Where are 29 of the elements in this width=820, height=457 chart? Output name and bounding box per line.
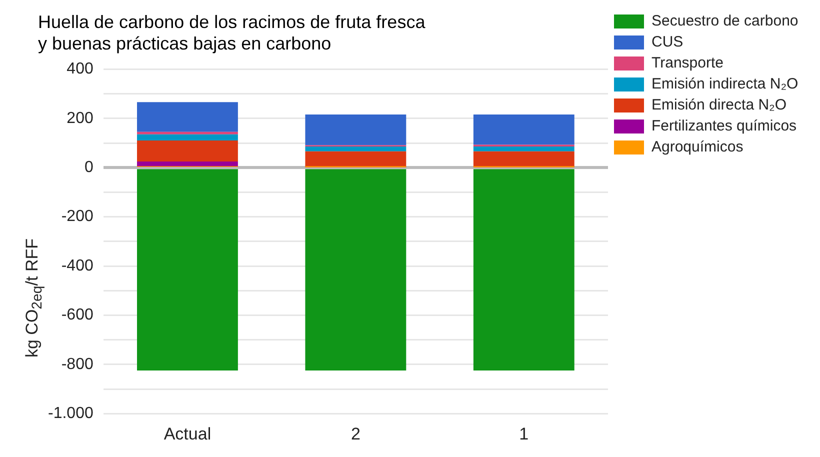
y-tick-label: -800 xyxy=(61,356,94,373)
bar xyxy=(473,151,574,167)
y-tick-label: 200 xyxy=(66,110,94,127)
x-tick-label: 1 xyxy=(519,424,529,444)
bar xyxy=(473,114,574,145)
y-tick-label: -400 xyxy=(61,257,94,274)
y-tick-label: 0 xyxy=(84,159,94,176)
bar xyxy=(473,146,574,152)
bar xyxy=(137,134,238,141)
x-tick-label: Actual xyxy=(164,424,212,444)
y-tick-label: -1.000 xyxy=(48,405,94,422)
chart-title: Huella de carbono de los racimos de fruta fresca y buenas prácticas bajas en carbono xyxy=(38,12,426,54)
legend-label: CUS xyxy=(652,34,684,51)
legend-label: Fertilizantes químicos xyxy=(652,118,797,135)
bar xyxy=(137,132,238,134)
y-tick-label: -600 xyxy=(61,306,94,324)
legend-label: Transporte xyxy=(652,54,724,72)
legend-label: Emisión directa N₂O xyxy=(652,96,787,114)
bar xyxy=(305,151,406,167)
legend-label: Emisión indirecta N₂O xyxy=(652,76,798,93)
x-tick-label: 2 xyxy=(350,424,360,444)
y-tick-label: -200 xyxy=(61,208,94,226)
bar xyxy=(305,146,406,152)
legend-label: Secuestro de carbono xyxy=(652,12,798,30)
bar xyxy=(305,114,406,146)
y-tick-label: 400 xyxy=(66,60,94,78)
legend-label: Agroquímicos xyxy=(652,138,744,156)
bar xyxy=(137,140,238,162)
bar xyxy=(137,102,238,132)
